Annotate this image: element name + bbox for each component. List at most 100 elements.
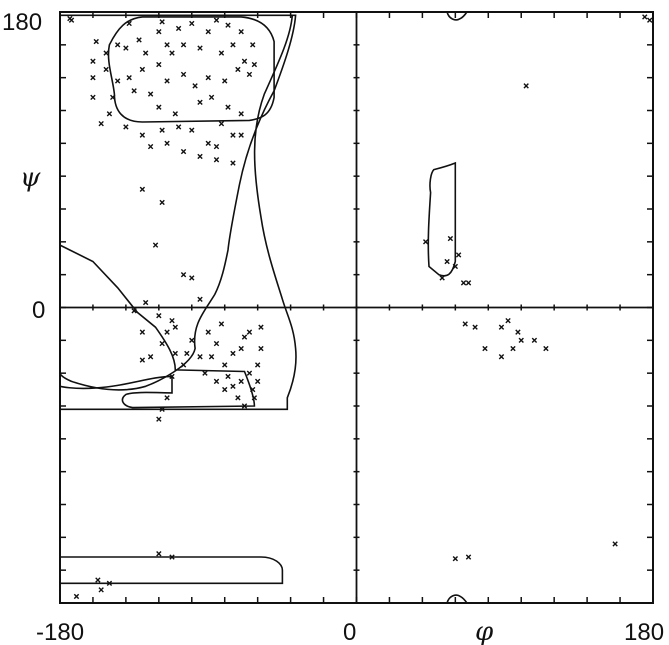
x-tick-label-0: 0 [343, 619, 356, 645]
data-point [439, 275, 445, 281]
region-topblob-contour [446, 11, 468, 21]
data-point [205, 329, 211, 335]
data-point [225, 22, 231, 28]
data-point [258, 324, 264, 330]
data-point [510, 345, 516, 352]
allowed-regions [59, 11, 468, 604]
x-axis-label: φ [475, 617, 494, 645]
data-point [126, 74, 132, 81]
data-point [482, 345, 488, 352]
data-point [647, 17, 653, 23]
data-point [498, 324, 505, 330]
data-point [139, 329, 146, 335]
y-tick-label-0: 0 [32, 297, 45, 324]
region-bottom-contour [60, 556, 284, 585]
data-point [250, 386, 256, 393]
data-point [222, 78, 228, 84]
data-point [241, 58, 248, 64]
data-point [156, 313, 162, 319]
data-point [254, 378, 261, 385]
data-point [218, 321, 225, 327]
data-point [169, 50, 175, 56]
data-point [189, 275, 195, 281]
data-point [142, 50, 149, 56]
region-alphaL-contour [427, 161, 457, 277]
data-point [452, 263, 459, 270]
data-point [131, 308, 137, 314]
data-point [197, 45, 203, 51]
data-point [106, 111, 113, 117]
data-point [254, 362, 261, 368]
data-point [460, 280, 467, 286]
data-point [465, 280, 472, 286]
data-point [139, 186, 146, 192]
data-point [106, 580, 113, 586]
data-point [238, 378, 244, 385]
data-point [197, 296, 203, 302]
data-point [197, 99, 203, 105]
data-point [126, 20, 132, 27]
data-point [222, 386, 228, 393]
data-point [98, 587, 104, 593]
region-botblob-contour [446, 594, 468, 604]
data-point [465, 554, 472, 560]
data-point [225, 373, 231, 380]
data-point [455, 252, 462, 258]
data-point [230, 383, 236, 389]
axes [59, 11, 654, 604]
data-point [531, 337, 538, 344]
data-point [98, 120, 104, 127]
data-point [175, 25, 182, 32]
data-point [147, 143, 154, 150]
data-point [230, 350, 236, 357]
data-point [208, 94, 215, 101]
data-point [136, 37, 142, 43]
region-beta-contour [107, 16, 275, 123]
data-point [184, 350, 190, 357]
data-point [213, 17, 220, 23]
data-point [612, 541, 618, 547]
data-point [241, 334, 248, 340]
data-point [251, 395, 258, 401]
data-point [213, 157, 220, 163]
data-point [164, 42, 170, 48]
data-point [156, 61, 162, 68]
data-point [213, 143, 220, 150]
data-point [189, 20, 195, 27]
data-point [93, 38, 99, 45]
data-point [230, 160, 236, 166]
data-point [543, 345, 549, 352]
data-point [67, 15, 73, 22]
data-point [189, 337, 195, 344]
data-point [172, 324, 179, 330]
data-point [147, 91, 154, 97]
y-axis-label: ψ [20, 163, 41, 193]
data-point [90, 58, 96, 64]
data-point [523, 83, 529, 89]
data-point [159, 406, 165, 412]
data-point [103, 66, 109, 73]
data-point [518, 337, 524, 344]
data-point [238, 111, 244, 117]
data-point [515, 329, 521, 335]
data-point [213, 378, 220, 385]
data-point [192, 83, 198, 89]
data-point [180, 362, 187, 368]
data-point [180, 271, 187, 278]
y-tick-label-180: 180 [2, 9, 42, 36]
data-point [103, 50, 109, 56]
data-point [218, 120, 225, 127]
data-point [114, 78, 121, 84]
data-point [123, 124, 129, 130]
region-alpha-contour [59, 244, 256, 409]
data-point [422, 239, 429, 245]
data-point [235, 66, 241, 73]
data-point [172, 350, 179, 357]
data-point [238, 132, 244, 138]
data-point [230, 132, 236, 138]
data-point [156, 416, 162, 422]
data-point [139, 132, 146, 138]
data-point [169, 317, 175, 324]
data-point [169, 554, 175, 560]
